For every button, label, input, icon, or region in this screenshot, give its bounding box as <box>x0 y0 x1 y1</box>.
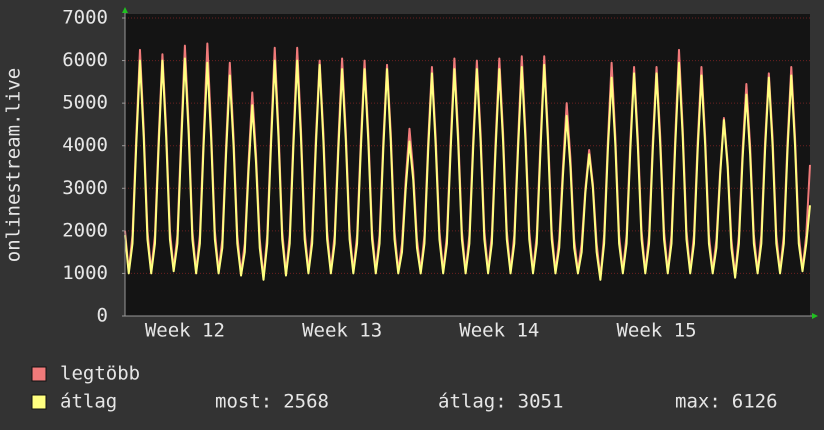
stat-value: 2568 <box>283 391 329 413</box>
stat-value: 3051 <box>518 391 564 413</box>
legend-swatch <box>31 366 47 382</box>
x-tick-label: Week 14 <box>459 320 539 342</box>
legend-swatch <box>31 394 47 410</box>
legend-label: átlag <box>60 391 117 413</box>
stats: most: 2568 átlag: 3051 max: 6126 <box>215 391 778 413</box>
legend: legtöbb átlag <box>31 363 140 413</box>
x-tick-label: Week 15 <box>616 320 696 342</box>
series-line <box>124 57 811 281</box>
x-tick-label: Week 13 <box>302 320 382 342</box>
y-tick-label: 7000 <box>62 7 108 29</box>
y-axis-arrow <box>122 7 128 13</box>
legend-label: legtöbb <box>60 363 140 385</box>
stat-label: max: <box>675 391 721 413</box>
y-tick-label: 2000 <box>62 219 108 241</box>
y-tick-label: 6000 <box>62 49 108 71</box>
lines <box>124 42 811 281</box>
x-tick-label: Week 12 <box>145 320 225 342</box>
y-tick-label: 0 <box>97 305 108 327</box>
x-labels: Week 12 Week 13 Week 14 Week 15 <box>145 320 697 342</box>
stat-label: most: <box>215 391 272 413</box>
y-tick-label: 5000 <box>62 92 108 114</box>
x-axis-arrow <box>812 313 818 319</box>
y-tick-label: 3000 <box>62 177 108 199</box>
stat-value: 6126 <box>732 391 778 413</box>
y-axis-label: onlinestream.live <box>3 68 25 262</box>
y-tick-label: 1000 <box>62 262 108 284</box>
stat-label: átlag: <box>438 391 507 413</box>
y-tick-label: 4000 <box>62 134 108 156</box>
